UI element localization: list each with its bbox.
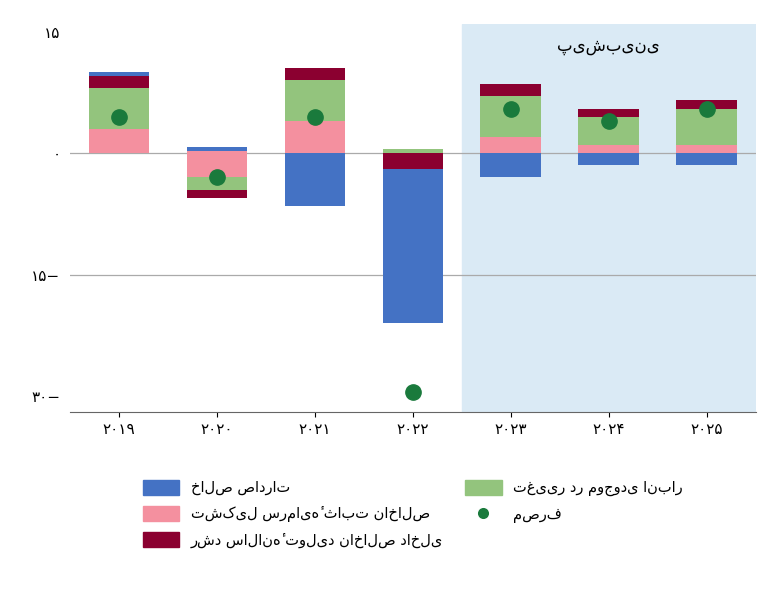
Bar — [187, 147, 248, 151]
Bar — [676, 108, 737, 145]
Legend: خالص صادرات, تشکیل سرمایهٔ ثابت ناخالص, رشد سالانهٔ تولید ناخالص داخلی, تغییر در: خالص صادرات, تشکیل سرمایهٔ ثابت ناخالص, … — [137, 474, 689, 554]
Bar — [187, 151, 248, 153]
Bar — [89, 88, 150, 129]
Bar — [578, 145, 639, 153]
Bar — [578, 153, 639, 166]
Bar — [284, 80, 345, 121]
Bar — [676, 153, 737, 166]
Bar — [89, 76, 150, 88]
Bar — [676, 101, 737, 108]
Bar — [187, 153, 248, 177]
Bar — [382, 153, 443, 170]
Bar — [676, 145, 737, 153]
Bar — [382, 149, 443, 153]
Bar — [187, 177, 248, 190]
Bar — [481, 97, 541, 137]
Bar — [481, 153, 541, 177]
Bar — [284, 153, 345, 206]
Bar — [284, 121, 345, 153]
Bar — [481, 84, 541, 97]
Bar — [284, 68, 345, 80]
Bar — [89, 129, 150, 153]
Bar — [481, 137, 541, 153]
Bar — [578, 108, 639, 117]
Bar — [462, 24, 756, 412]
Bar — [382, 170, 443, 323]
Bar — [578, 117, 639, 145]
Bar — [187, 190, 248, 198]
Text: پیش‌بینی: پیش‌بینی — [557, 37, 660, 55]
Bar — [89, 72, 150, 76]
